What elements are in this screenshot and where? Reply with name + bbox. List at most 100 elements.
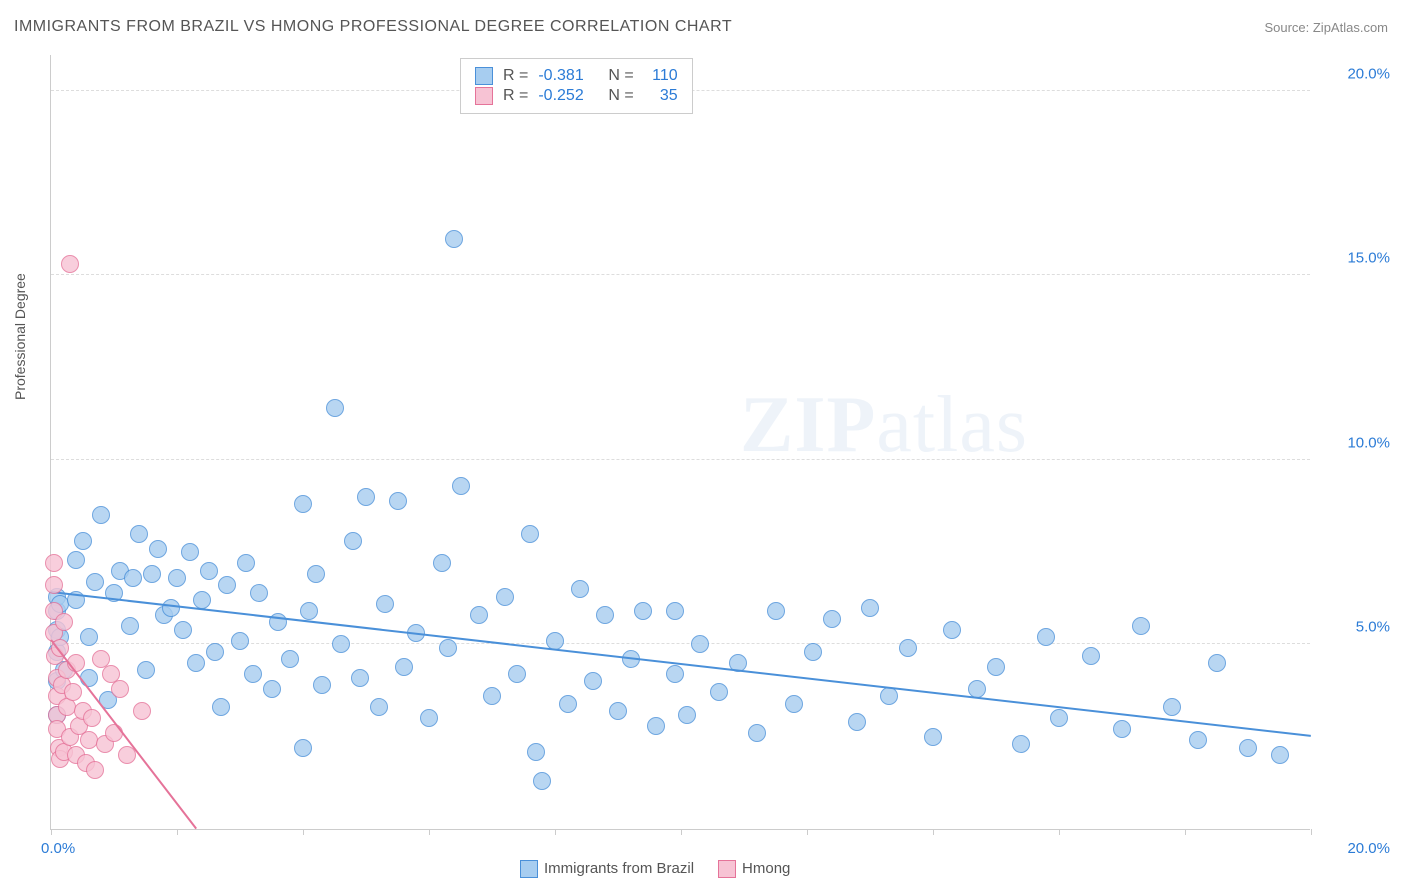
scatter-point bbox=[105, 724, 123, 742]
scatter-point bbox=[1189, 731, 1207, 749]
scatter-point bbox=[162, 599, 180, 617]
scatter-point bbox=[1050, 709, 1068, 727]
scatter-point bbox=[1113, 720, 1131, 738]
scatter-point bbox=[86, 761, 104, 779]
scatter-point bbox=[767, 602, 785, 620]
scatter-point bbox=[124, 569, 142, 587]
scatter-point bbox=[86, 573, 104, 591]
x-tick-marker bbox=[303, 829, 304, 835]
x-tick-label-right: 20.0% bbox=[1347, 840, 1390, 857]
scatter-point bbox=[80, 669, 98, 687]
scatter-point bbox=[433, 554, 451, 572]
scatter-point bbox=[212, 698, 230, 716]
n-value: 110 bbox=[644, 67, 678, 85]
scatter-point bbox=[80, 628, 98, 646]
stats-legend-row: R =-0.252N =35 bbox=[475, 87, 678, 105]
scatter-point bbox=[647, 717, 665, 735]
scatter-point bbox=[313, 676, 331, 694]
plot-area: 5.0%10.0%15.0%20.0%0.0%20.0% bbox=[50, 55, 1310, 830]
x-tick-marker bbox=[429, 829, 430, 835]
scatter-point bbox=[83, 709, 101, 727]
scatter-point bbox=[332, 635, 350, 653]
stats-legend-row: R =-0.381N =110 bbox=[475, 67, 678, 85]
scatter-point bbox=[357, 488, 375, 506]
scatter-point bbox=[326, 399, 344, 417]
scatter-point bbox=[452, 477, 470, 495]
scatter-point bbox=[785, 695, 803, 713]
x-tick-marker bbox=[681, 829, 682, 835]
scatter-point bbox=[45, 554, 63, 572]
legend-swatch bbox=[475, 87, 493, 105]
scatter-point bbox=[370, 698, 388, 716]
scatter-point bbox=[133, 702, 151, 720]
x-tick-marker bbox=[933, 829, 934, 835]
scatter-point bbox=[861, 599, 879, 617]
scatter-point bbox=[121, 617, 139, 635]
scatter-point bbox=[376, 595, 394, 613]
scatter-point bbox=[193, 591, 211, 609]
x-tick-marker bbox=[555, 829, 556, 835]
scatter-point bbox=[527, 743, 545, 761]
x-tick-marker bbox=[807, 829, 808, 835]
scatter-point bbox=[634, 602, 652, 620]
scatter-point bbox=[263, 680, 281, 698]
y-tick-label: 20.0% bbox=[1320, 65, 1390, 82]
scatter-point bbox=[168, 569, 186, 587]
r-value: -0.252 bbox=[538, 87, 598, 105]
n-label: N = bbox=[608, 87, 633, 105]
scatter-point bbox=[748, 724, 766, 742]
y-tick-label: 15.0% bbox=[1320, 250, 1390, 267]
scatter-point bbox=[1012, 735, 1030, 753]
x-tick-label-left: 0.0% bbox=[41, 840, 75, 857]
scatter-point bbox=[533, 772, 551, 790]
scatter-point bbox=[351, 669, 369, 687]
x-tick-marker bbox=[1185, 829, 1186, 835]
series-legend: Immigrants from BrazilHmong bbox=[520, 860, 790, 878]
scatter-point bbox=[420, 709, 438, 727]
stats-legend: R =-0.381N =110R =-0.252N =35 bbox=[460, 58, 693, 114]
x-tick-marker bbox=[1059, 829, 1060, 835]
r-label: R = bbox=[503, 67, 528, 85]
scatter-point bbox=[987, 658, 1005, 676]
legend-swatch bbox=[475, 67, 493, 85]
y-tick-label: 10.0% bbox=[1320, 434, 1390, 451]
scatter-point bbox=[710, 683, 728, 701]
scatter-point bbox=[666, 665, 684, 683]
legend-swatch bbox=[718, 860, 736, 878]
scatter-point bbox=[200, 562, 218, 580]
scatter-point bbox=[55, 613, 73, 631]
scatter-point bbox=[804, 643, 822, 661]
y-tick-label: 5.0% bbox=[1320, 619, 1390, 636]
scatter-point bbox=[1132, 617, 1150, 635]
x-tick-marker bbox=[177, 829, 178, 835]
scatter-point bbox=[218, 576, 236, 594]
chart-title: IMMIGRANTS FROM BRAZIL VS HMONG PROFESSI… bbox=[14, 18, 732, 36]
scatter-point bbox=[666, 602, 684, 620]
scatter-point bbox=[880, 687, 898, 705]
x-tick-marker bbox=[1311, 829, 1312, 835]
scatter-point bbox=[181, 543, 199, 561]
scatter-point bbox=[250, 584, 268, 602]
scatter-point bbox=[45, 576, 63, 594]
scatter-point bbox=[130, 525, 148, 543]
scatter-point bbox=[899, 639, 917, 657]
scatter-point bbox=[395, 658, 413, 676]
scatter-point bbox=[174, 621, 192, 639]
scatter-point bbox=[1239, 739, 1257, 757]
scatter-point bbox=[1208, 654, 1226, 672]
scatter-point bbox=[1037, 628, 1055, 646]
scatter-point bbox=[691, 635, 709, 653]
x-tick-marker bbox=[51, 829, 52, 835]
scatter-point bbox=[206, 643, 224, 661]
scatter-point bbox=[143, 565, 161, 583]
legend-swatch bbox=[520, 860, 538, 878]
scatter-point bbox=[924, 728, 942, 746]
scatter-point bbox=[848, 713, 866, 731]
scatter-point bbox=[470, 606, 488, 624]
scatter-point bbox=[584, 672, 602, 690]
legend-label: Hmong bbox=[742, 860, 790, 877]
y-axis-label: Professional Degree bbox=[12, 273, 28, 400]
scatter-point bbox=[307, 565, 325, 583]
scatter-point bbox=[294, 495, 312, 513]
scatter-point bbox=[596, 606, 614, 624]
